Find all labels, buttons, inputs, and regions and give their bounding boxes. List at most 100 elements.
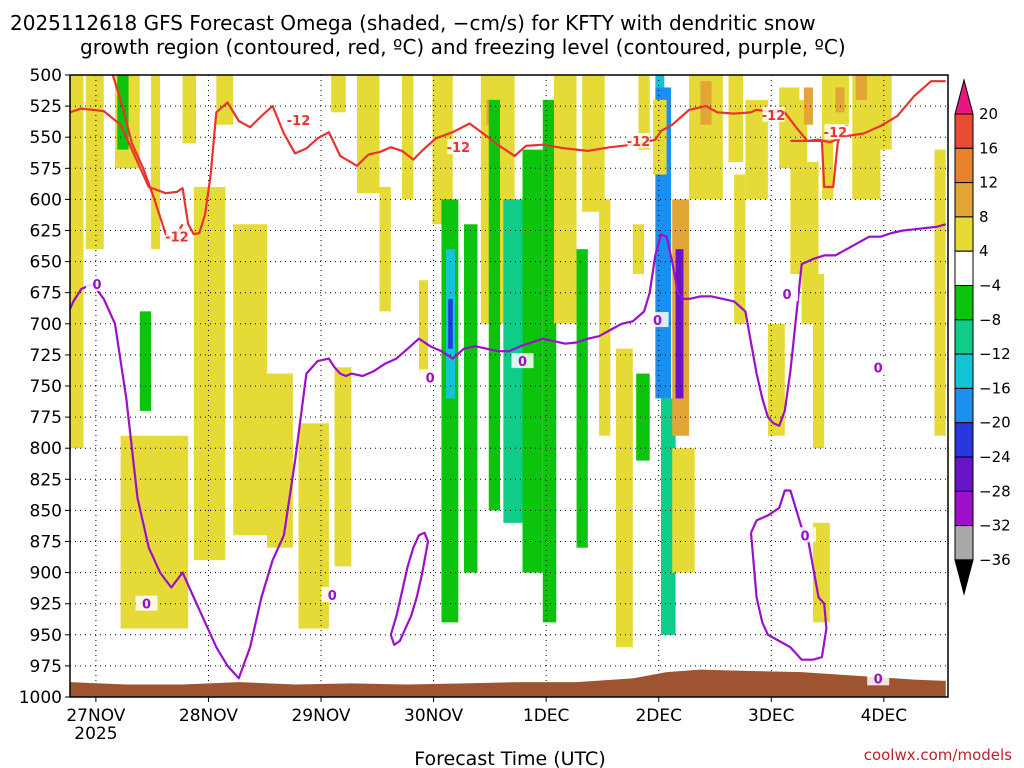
colorbar-swatch bbox=[954, 490, 974, 527]
contour-label-bg bbox=[867, 359, 890, 375]
contour-label: 0 bbox=[142, 598, 151, 613]
y-tick-label: 1000 bbox=[19, 688, 62, 708]
omega-patch bbox=[745, 99, 768, 200]
colorbar-swatch bbox=[954, 422, 974, 458]
y-tick-label: 675 bbox=[30, 284, 62, 304]
omega-patch bbox=[734, 174, 746, 324]
omega-patch bbox=[151, 75, 161, 250]
y-tick-label: 600 bbox=[30, 190, 62, 210]
omega-patch bbox=[402, 75, 414, 200]
omega-patch bbox=[728, 75, 744, 163]
contour-label: 0 bbox=[653, 314, 662, 329]
y-tick-label: 650 bbox=[30, 253, 62, 273]
omega-patch bbox=[812, 274, 825, 449]
omega-patch bbox=[636, 373, 650, 461]
y-tick-label: 875 bbox=[30, 533, 62, 553]
contour-label: 0 bbox=[874, 672, 883, 687]
x-tick-label: 27NOV bbox=[66, 706, 125, 726]
contour-label: -12 bbox=[447, 141, 471, 156]
colorbar-label: −16 bbox=[979, 379, 1011, 397]
omega-patch bbox=[193, 186, 226, 561]
contour-label-bg bbox=[321, 586, 344, 602]
colorbar-swatch bbox=[954, 319, 974, 355]
y-tick-label: 500 bbox=[30, 66, 62, 86]
contour-label-bg bbox=[511, 353, 534, 369]
omega-patch bbox=[675, 249, 684, 399]
plot-area: -12 -12 -12 -12 -12 -12 0 0 0 0 0 0 0 0 0 0 bbox=[68, 74, 949, 698]
omega-patch bbox=[139, 311, 152, 411]
omega-patch bbox=[331, 75, 346, 113]
contour-label-bg bbox=[447, 139, 470, 155]
omega-patch bbox=[632, 224, 645, 275]
colorbar-swatch bbox=[954, 216, 974, 252]
omega-patch bbox=[70, 75, 84, 449]
omega-patch bbox=[660, 398, 676, 635]
y-tick-label: 975 bbox=[30, 657, 62, 677]
x-tick-label: 2DEC bbox=[635, 706, 682, 726]
contour-label: -12 bbox=[824, 126, 848, 141]
colorbar-label: −36 bbox=[979, 551, 1011, 569]
contour-label-bg bbox=[86, 275, 109, 291]
contour-label-bg bbox=[627, 132, 650, 148]
contour-line bbox=[389, 531, 430, 646]
contour-label: 0 bbox=[426, 371, 435, 386]
contour-label: 0 bbox=[328, 589, 337, 604]
y-tick-label: 750 bbox=[30, 377, 62, 397]
y-tick-label: 550 bbox=[30, 128, 62, 148]
omega-patch bbox=[880, 75, 892, 150]
omega-patch bbox=[638, 75, 650, 150]
colorbar-swatch bbox=[954, 113, 974, 149]
contour-line bbox=[68, 223, 946, 680]
x-tick-sublabel: 2025 bbox=[74, 724, 117, 744]
contour-label-bg bbox=[776, 285, 799, 301]
omega-patch bbox=[357, 75, 380, 194]
contour-label-bg bbox=[287, 111, 310, 127]
x-tick-label: 30NOV bbox=[404, 706, 463, 726]
contour-label: 0 bbox=[801, 529, 810, 544]
y-tick-label: 625 bbox=[30, 222, 62, 242]
contour-label-bg bbox=[794, 527, 817, 543]
omega-patch bbox=[233, 224, 267, 536]
colorbar-swatch bbox=[954, 353, 974, 389]
chart-title-line1: 2025112618 GFS Forecast Omega (shaded, −… bbox=[10, 11, 816, 35]
colorbar-label: −24 bbox=[979, 448, 1011, 466]
gridlines bbox=[70, 74, 948, 698]
y-tick-label: 525 bbox=[30, 97, 62, 117]
contour-label-bg bbox=[762, 106, 785, 122]
colorbar-label: −28 bbox=[979, 482, 1011, 500]
contour-label-bg bbox=[646, 312, 669, 328]
omega-patch bbox=[655, 75, 665, 88]
omega-patch bbox=[418, 280, 428, 374]
colorbar-label: 16 bbox=[979, 139, 998, 157]
colorbar-swatch bbox=[954, 147, 974, 184]
y-tick-label: 700 bbox=[30, 315, 62, 335]
colorbar-label: 4 bbox=[979, 242, 989, 260]
y-tick-label: 925 bbox=[30, 595, 62, 615]
omega-patch bbox=[653, 99, 667, 175]
colorbar-swatch bbox=[954, 525, 974, 561]
colorbar-label: 8 bbox=[979, 208, 989, 226]
omega-patch bbox=[463, 224, 478, 573]
credit-watermark: coolwx.com/models bbox=[864, 746, 1012, 764]
y-tick-label: 775 bbox=[30, 408, 62, 428]
contour-label-bg bbox=[419, 369, 442, 385]
colorbar-swatch bbox=[954, 250, 974, 286]
omega-patch bbox=[835, 87, 845, 113]
colorbar-label: 20 bbox=[979, 105, 998, 123]
y-tick-label: 850 bbox=[30, 501, 62, 521]
colorbar-label: −32 bbox=[979, 517, 1011, 535]
colorbar-label: −12 bbox=[979, 345, 1011, 363]
contour-label: -12 bbox=[165, 231, 189, 246]
colorbar-label: −20 bbox=[979, 414, 1011, 432]
omega-patch bbox=[182, 75, 197, 144]
omega-patch bbox=[812, 522, 830, 623]
colorbar-swatch bbox=[954, 387, 974, 424]
x-tick-label: 28NOV bbox=[179, 706, 238, 726]
colorbar-label: 12 bbox=[979, 174, 998, 192]
omega-patch bbox=[216, 75, 234, 125]
contour-label: -12 bbox=[627, 135, 651, 150]
omega-patch bbox=[855, 75, 867, 100]
contour-label: 0 bbox=[518, 355, 527, 370]
